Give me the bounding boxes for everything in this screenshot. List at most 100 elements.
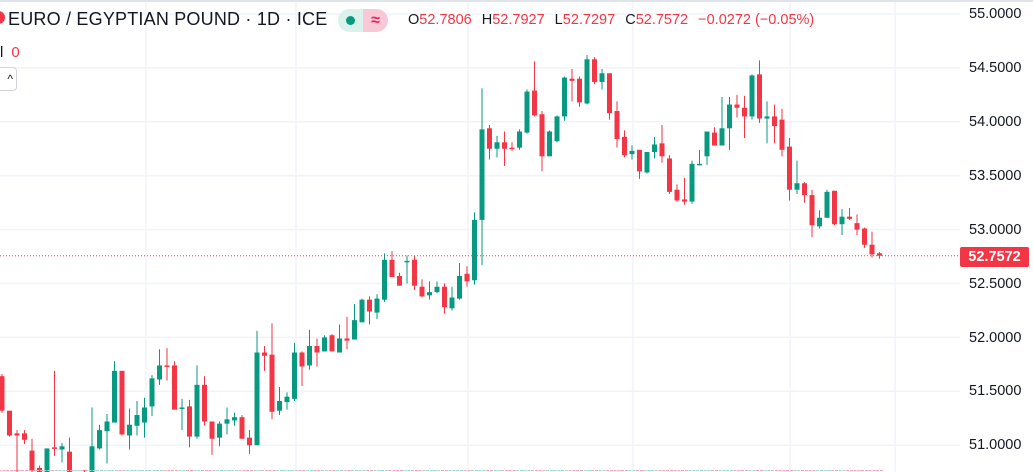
candle-body: [554, 116, 560, 142]
candle-body: [217, 423, 222, 438]
candle-body: [442, 286, 447, 308]
candle-down: [366, 296, 373, 471]
candle-up: [111, 361, 118, 471]
open-value: 52.7806: [419, 12, 472, 28]
candle-up: [58, 443, 66, 471]
candle-body: [779, 119, 785, 150]
candle-body: [824, 191, 830, 218]
last-price-tag: 52.7572: [960, 247, 1029, 267]
candle-up: [276, 386, 283, 471]
candle-down: [441, 283, 448, 471]
candle-down: [733, 94, 741, 471]
candle-body: [269, 354, 275, 412]
candle-down: [328, 334, 336, 471]
candle-body: [52, 447, 57, 449]
candle-up: [231, 412, 238, 471]
candle-body: [667, 158, 672, 192]
candle-up: [546, 130, 553, 471]
candle-down: [606, 73, 613, 471]
candle-up: [156, 349, 163, 471]
candle-down: [711, 127, 718, 471]
candle-body: [37, 467, 42, 472]
candle-body: [352, 320, 357, 340]
candle-body: [472, 219, 477, 281]
candle-body: [104, 421, 110, 432]
candle-up: [433, 281, 441, 471]
candle-down: [591, 57, 598, 471]
candles: [0, 54, 883, 472]
candle-up: [358, 298, 366, 471]
candle-down: [568, 68, 576, 471]
candle-body: [689, 163, 695, 202]
candle-up: [478, 88, 486, 471]
collapse-legend-button[interactable]: ^: [0, 67, 17, 91]
price-tick: 52.5000: [969, 276, 1022, 292]
candle-body: [817, 217, 822, 227]
candle-up: [816, 210, 823, 471]
candle-body: [457, 275, 462, 299]
candle-down: [163, 348, 171, 471]
candle-body: [262, 352, 267, 356]
candle-up: [223, 407, 231, 471]
candle-body: [134, 415, 140, 426]
candle-body: [629, 150, 635, 155]
candle-body: [652, 144, 657, 152]
candle-down: [21, 430, 28, 471]
close-value: 52.7572: [635, 12, 689, 28]
candle-body: [14, 433, 20, 436]
candle-body: [494, 142, 500, 149]
candle-body: [239, 417, 245, 439]
candle-down: [418, 279, 426, 471]
candle-body: [412, 259, 417, 286]
low-value: 52.7297: [562, 12, 616, 28]
candle-body: [539, 114, 545, 157]
candle-up: [283, 392, 291, 471]
candle-body: [577, 78, 582, 103]
candle-body: [802, 183, 807, 196]
candle-body: [644, 151, 650, 173]
candle-down: [246, 430, 253, 471]
candle-up: [126, 408, 133, 471]
approx-equal-icon: ≈: [363, 9, 388, 32]
symbol-title[interactable]: EURO / EGYPTIAN POUND · 1D · ICE: [8, 9, 328, 29]
symbol-logo-icon: [0, 11, 5, 24]
candle-body: [449, 297, 455, 309]
candle-up: [523, 89, 531, 471]
candle-up: [793, 160, 801, 471]
candle-body: [284, 396, 290, 403]
candle-down: [261, 346, 268, 471]
high-value: 52.7927: [492, 12, 545, 28]
candle-up: [321, 335, 328, 471]
candle-body: [509, 147, 515, 150]
candle-down: [28, 438, 36, 472]
candle-body: [29, 450, 35, 470]
volume-label: l: [0, 44, 4, 61]
status-badge[interactable]: ≈: [338, 9, 388, 32]
candle-up: [516, 129, 523, 471]
candle-up: [306, 329, 313, 471]
candle-up: [381, 253, 388, 471]
candle-body: [247, 437, 252, 446]
ohlc-values: O52.7806 H52.7927 L52.7297 C52.7572 −0.0…: [408, 12, 820, 28]
candle-down: [658, 125, 666, 471]
candle-up: [88, 407, 96, 472]
candle-body: [224, 419, 230, 424]
price-tick: 51.0000: [969, 437, 1022, 453]
candle-up: [373, 294, 381, 471]
price-tick: 55.0000: [969, 6, 1022, 22]
candle-body: [89, 446, 95, 472]
candle-down: [801, 182, 808, 471]
candle-body: [487, 128, 492, 149]
candle-up: [553, 115, 561, 471]
candle-down: [171, 361, 178, 471]
candle-body: [202, 384, 207, 422]
candle-up: [141, 397, 148, 471]
candle-down: [613, 101, 621, 471]
candle-body: [427, 292, 432, 296]
candle-body: [164, 365, 170, 367]
candle-body: [809, 195, 815, 226]
candle-up: [133, 401, 141, 471]
candle-down: [463, 266, 471, 471]
